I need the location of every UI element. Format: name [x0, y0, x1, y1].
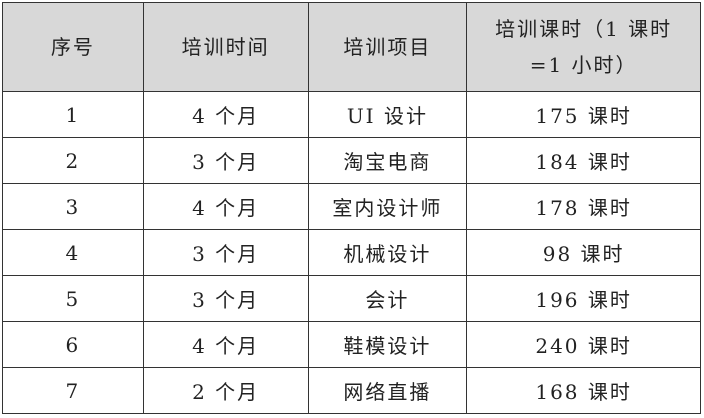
cell-duration: 4 个月 — [142, 183, 309, 230]
header-index: 序号 — [2, 2, 144, 92]
cell-index: 7 — [2, 367, 144, 414]
header-program: 培训项目 — [307, 2, 468, 92]
cell-program: 网络直播 — [307, 367, 468, 414]
cell-program: 淘宝电商 — [307, 137, 468, 184]
cell-duration: 3 个月 — [142, 229, 309, 276]
cell-hours: 168 课时 — [466, 367, 701, 414]
cell-program: 室内设计师 — [307, 183, 468, 230]
cell-program: 鞋模设计 — [307, 321, 468, 368]
cell-duration: 2 个月 — [142, 367, 309, 414]
cell-index: 5 — [2, 275, 144, 322]
header-hours: 培训课时（1 课时=1 小时） — [466, 2, 701, 92]
cell-index: 1 — [2, 91, 144, 138]
header-row: 序号 培训时间 培训项目 培训课时（1 课时=1 小时） — [2, 2, 701, 92]
cell-duration: 3 个月 — [142, 275, 309, 322]
cell-program: 会计 — [307, 275, 468, 322]
cell-index: 2 — [2, 137, 144, 184]
header-duration: 培训时间 — [142, 2, 309, 92]
cell-index: 3 — [2, 183, 144, 230]
cell-duration: 4 个月 — [142, 91, 309, 138]
cell-hours: 240 课时 — [466, 321, 701, 368]
cell-index: 6 — [2, 321, 144, 368]
cell-hours: 196 课时 — [466, 275, 701, 322]
cell-hours: 184 课时 — [466, 137, 701, 184]
cell-program: 机械设计 — [307, 229, 468, 276]
cell-index: 4 — [2, 229, 144, 276]
cell-hours: 175 课时 — [466, 91, 701, 138]
cell-duration: 4 个月 — [142, 321, 309, 368]
cell-program: UI 设计 — [307, 91, 468, 138]
cell-hours: 178 课时 — [466, 183, 701, 230]
cell-duration: 3 个月 — [142, 137, 309, 184]
cell-hours: 98 课时 — [466, 229, 701, 276]
